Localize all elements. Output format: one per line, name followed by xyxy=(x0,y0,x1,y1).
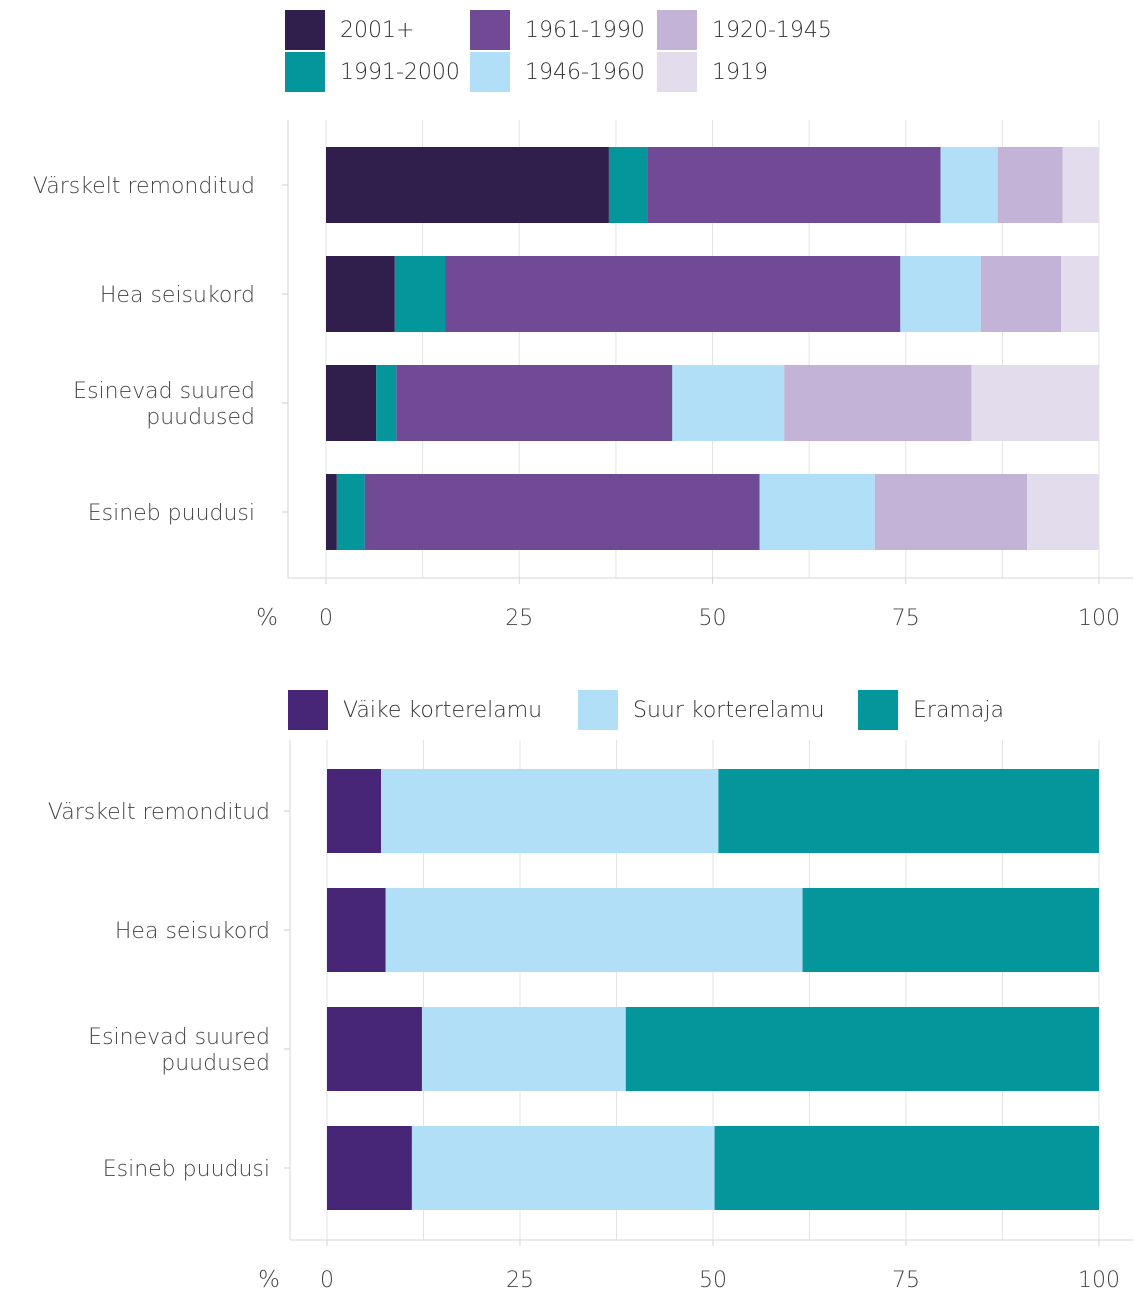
bar-segment-eramaja xyxy=(802,888,1099,972)
x-tick-label: 0 xyxy=(319,606,333,631)
legend-label: 2001+ xyxy=(340,17,415,43)
bar-segment-eramaja xyxy=(625,1007,1099,1091)
x-tick-label: 75 xyxy=(892,606,920,631)
legend-swatch xyxy=(858,690,898,730)
bar-segment-v-ike-korterelamu xyxy=(327,888,386,972)
bar-segment-1991-2000 xyxy=(376,365,397,441)
legend-item-suur-korterelamu: Suur korterelamu xyxy=(578,690,825,730)
bar-segment-1920-1945 xyxy=(874,474,1028,550)
legend-item-eramaja: Eramaja xyxy=(858,690,1004,730)
bar-segment-1946-1960 xyxy=(759,474,875,550)
bar-segment-1946-1960 xyxy=(940,147,998,223)
category-label: Hea seisukord xyxy=(100,283,255,308)
category-label: Värskelt remonditud xyxy=(48,800,270,825)
legend-swatch xyxy=(288,690,328,730)
x-tick-label: 100 xyxy=(1078,606,1120,631)
legend-item-1961-1990: 1961-1990 xyxy=(470,10,645,50)
x-tick-label: 50 xyxy=(699,606,727,631)
category-label: Esinevad suured puudused xyxy=(88,1025,270,1076)
x-axis-label: % xyxy=(256,605,278,631)
bar-segment-1919 xyxy=(1027,474,1099,550)
bar-segment-v-ike-korterelamu xyxy=(327,769,382,853)
legend-swatch xyxy=(657,52,697,92)
bar-segment-1961-1990 xyxy=(445,256,901,332)
legend-item-2001: 2001+ xyxy=(285,10,414,50)
bar-segment-1919 xyxy=(1061,256,1099,332)
bar-segment-2001 xyxy=(326,256,395,332)
bar-segment-2001 xyxy=(326,365,377,441)
chart-building-type: 0 25 50 75 100% Värskelt remonditud Hea seisuk… xyxy=(48,740,1133,1293)
legend-label: 1920-1945 xyxy=(712,17,832,43)
bar-segment-1991-2000 xyxy=(608,147,648,223)
bar-segment-1961-1990 xyxy=(647,147,941,223)
legend-item-1919: 1919 xyxy=(657,52,768,92)
legend-swatch xyxy=(285,52,325,92)
bar-segment-suur-korterelamu xyxy=(411,1126,715,1210)
bar-segment-v-ike-korterelamu xyxy=(327,1126,412,1210)
bar-segment-1920-1945 xyxy=(997,147,1063,223)
bar-segment-suur-korterelamu xyxy=(421,1007,626,1091)
bar-segment-2001 xyxy=(326,474,337,550)
x-axis-label: % xyxy=(258,1267,280,1293)
category-label: Värskelt remonditud xyxy=(33,174,255,199)
x-tick-label: 50 xyxy=(699,1268,727,1293)
bar-segment-1991-2000 xyxy=(336,474,365,550)
bar-segment-suur-korterelamu xyxy=(381,769,719,853)
category-label: Esineb puudusi xyxy=(103,1157,270,1182)
bar-segment-1919 xyxy=(1062,147,1099,223)
bar-segment-eramaja xyxy=(718,769,1099,853)
chart-construction-period: 0 25 50 75 100% Värskelt remonditud Hea seisuk… xyxy=(33,120,1133,631)
bar-segment-1961-1990 xyxy=(364,474,760,550)
legend-item-1920-1945: 1920-1945 xyxy=(657,10,832,50)
legend-label: Eramaja xyxy=(913,697,1004,723)
legend-swatch xyxy=(470,10,510,50)
x-tick-label: 25 xyxy=(505,606,533,631)
legend-label: 1991-2000 xyxy=(340,59,460,85)
bar-segment-1991-2000 xyxy=(394,256,446,332)
category-label: Hea seisukord xyxy=(115,919,270,944)
legend-label: Väike korterelamu xyxy=(343,697,543,723)
bar-segment-1920-1945 xyxy=(784,365,972,441)
bar-segment-eramaja xyxy=(714,1126,1099,1210)
x-tick-label: 75 xyxy=(892,1268,920,1293)
category-label: Esineb puudusi xyxy=(88,501,255,526)
legend-item-1946-1960: 1946-1960 xyxy=(470,52,645,92)
category-label: Esinevad suured puudused xyxy=(73,379,255,430)
bar-segment-1946-1960 xyxy=(900,256,981,332)
x-tick-label: 25 xyxy=(506,1268,534,1293)
legend-label: 1946-1960 xyxy=(525,59,645,85)
bar-segment-1919 xyxy=(971,365,1099,441)
bar-segment-1946-1960 xyxy=(672,365,785,441)
legend-item-v-ike-korterelamu: Väike korterelamu xyxy=(288,690,542,730)
bar-segment-1961-1990 xyxy=(396,365,673,441)
legend-swatch xyxy=(657,10,697,50)
legend-label: 1919 xyxy=(712,59,768,85)
x-tick-label: 100 xyxy=(1078,1268,1120,1293)
legend-swatch xyxy=(578,690,618,730)
x-tick-label: 0 xyxy=(320,1268,334,1293)
legend-label: Suur korterelamu xyxy=(633,697,825,723)
bar-segment-suur-korterelamu xyxy=(385,888,803,972)
bar-segment-2001 xyxy=(326,147,609,223)
bar-segment-v-ike-korterelamu xyxy=(327,1007,422,1091)
bar-segment-1920-1945 xyxy=(980,256,1062,332)
legend-item-1991-2000: 1991-2000 xyxy=(285,52,460,92)
legend-label: 1961-1990 xyxy=(525,17,645,43)
legend-swatch xyxy=(470,52,510,92)
legend-swatch xyxy=(285,10,325,50)
